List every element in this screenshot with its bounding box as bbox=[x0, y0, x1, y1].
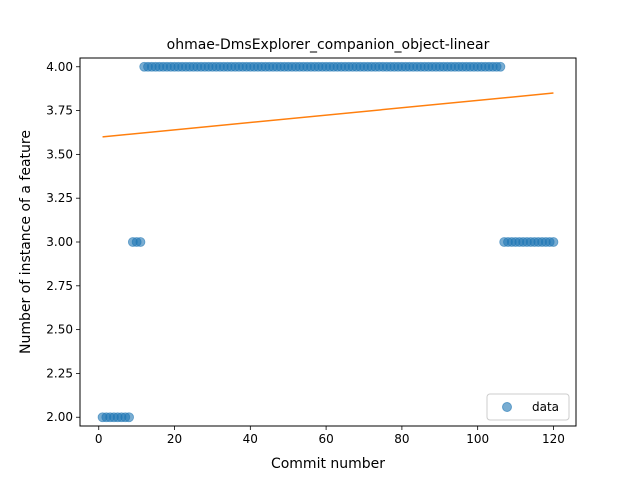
x-tick-label: 60 bbox=[318, 432, 333, 446]
x-axis-label: Commit number bbox=[271, 456, 385, 472]
y-tick-label: 4.00 bbox=[46, 60, 73, 74]
y-tick-label: 2.00 bbox=[46, 410, 73, 424]
y-tick-label: 3.50 bbox=[46, 147, 73, 161]
x-tick-label: 80 bbox=[394, 432, 409, 446]
x-axis-ticks: 0 20 40 60 80 100 120 bbox=[95, 426, 565, 446]
plot-frame bbox=[79, 57, 577, 427]
chart-title: ohmae-DmsExplorer_companion_object-linea… bbox=[167, 37, 490, 53]
y-axis-ticks: 2.00 2.25 2.50 2.75 3.00 3.25 3.50 3.75 4.00 bbox=[46, 60, 80, 424]
plot-area bbox=[80, 58, 576, 426]
data-point-11 bbox=[135, 237, 146, 247]
y-tick-label: 2.25 bbox=[46, 366, 73, 380]
x-tick-label: 40 bbox=[243, 432, 258, 446]
y-tick-label: 3.75 bbox=[46, 104, 73, 118]
x-tick-label: 120 bbox=[542, 432, 565, 446]
y-tick-label: 3.25 bbox=[46, 191, 73, 205]
fit-line bbox=[102, 92, 554, 138]
data-marks bbox=[97, 61, 559, 423]
legend-marker bbox=[502, 402, 512, 412]
data-point-106 bbox=[495, 61, 506, 72]
x-tick-label: 100 bbox=[466, 432, 489, 446]
y-tick-label: 2.75 bbox=[46, 279, 73, 293]
legend: data bbox=[486, 393, 570, 421]
x-tick-label: 0 bbox=[95, 432, 103, 446]
data-point-120 bbox=[548, 237, 559, 247]
x-tick-label: 20 bbox=[167, 432, 182, 446]
data-point-8 bbox=[124, 412, 134, 423]
legend-box bbox=[486, 393, 570, 421]
y-tick-label: 2.50 bbox=[46, 323, 73, 337]
y-tick-label: 3.00 bbox=[46, 235, 73, 249]
legend-entry-data: data bbox=[532, 400, 559, 414]
y-axis-label: Number of instance of a feature bbox=[18, 130, 34, 354]
